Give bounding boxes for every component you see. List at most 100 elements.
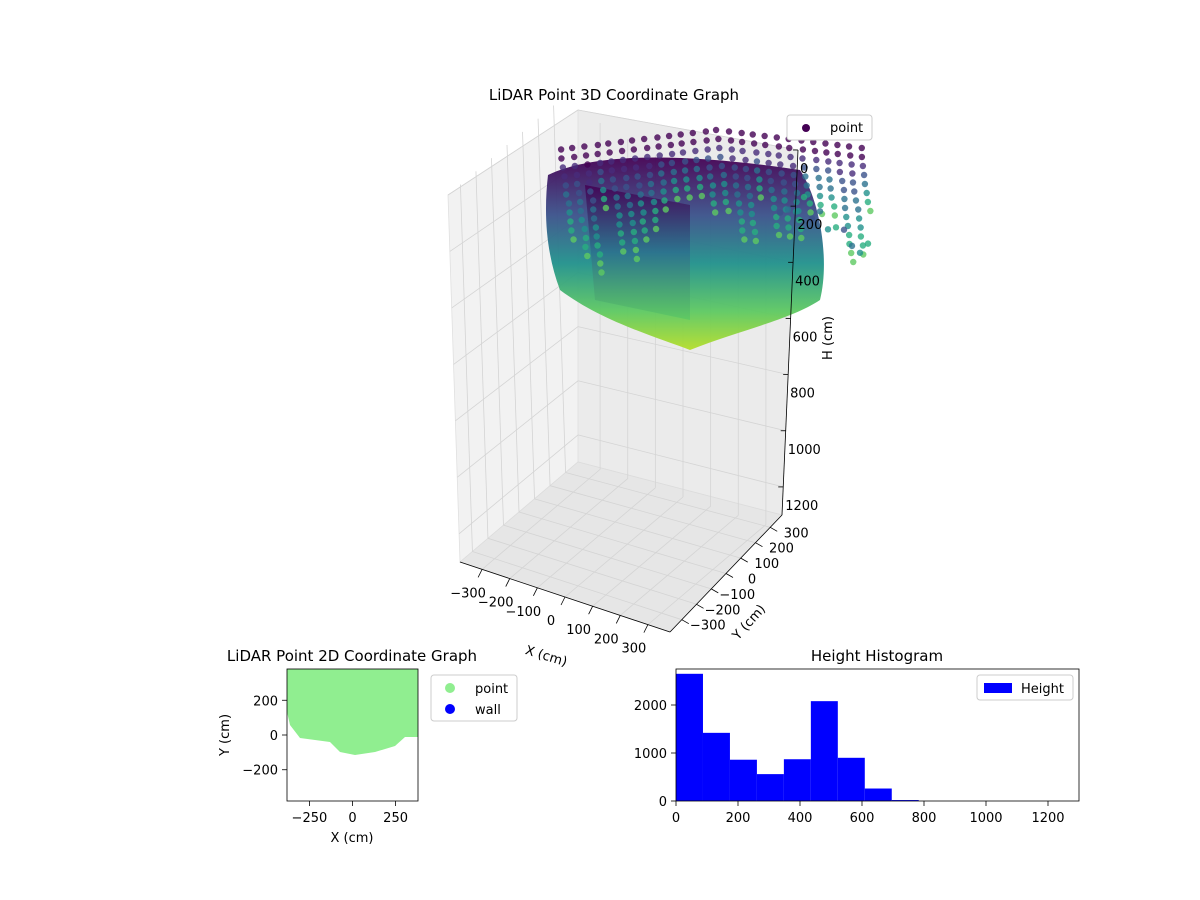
grid-line-y-left	[522, 131, 535, 499]
point-marker	[582, 243, 589, 251]
point-marker	[807, 209, 814, 216]
histogram-bar	[729, 759, 757, 801]
point-marker	[597, 260, 604, 267]
point-marker	[836, 168, 844, 176]
point-marker	[637, 200, 645, 207]
point-marker	[789, 162, 797, 170]
point-marker	[557, 146, 565, 153]
point-marker	[703, 137, 710, 144]
point-marker	[611, 185, 619, 192]
point-marker	[585, 170, 593, 177]
point-marker	[672, 186, 679, 194]
histogram-bar	[756, 774, 784, 801]
point-marker	[785, 224, 792, 231]
point-marker	[841, 204, 849, 212]
grid-line-y	[503, 524, 712, 590]
point-marker	[566, 209, 573, 216]
point-marker	[749, 219, 757, 227]
point-marker	[704, 146, 711, 153]
grid-line-y	[549, 485, 756, 544]
point-marker	[770, 195, 777, 203]
point-marker	[767, 177, 774, 185]
point-marker	[710, 200, 717, 207]
point-marker	[735, 200, 743, 207]
x-tick-label-3d: 200	[594, 632, 619, 647]
point-marker	[775, 152, 782, 159]
point-marker	[606, 149, 613, 156]
chart-histogram: Height Histogram 0 200 400 600 800 1000 1200 0 1…	[634, 647, 1080, 826]
point-marker	[845, 231, 853, 239]
y-tick-label-hist: 2000	[634, 699, 667, 714]
histogram-bar	[676, 673, 703, 801]
point-marker	[587, 188, 594, 195]
point-marker	[815, 174, 822, 182]
point-marker	[616, 221, 623, 228]
x-tick-label-hist: 1000	[969, 811, 1002, 826]
grid-line-y	[472, 551, 682, 621]
point-marker	[808, 215, 816, 222]
y-tick-label-3d: 200	[769, 542, 794, 557]
histogram-bar	[783, 759, 811, 801]
point-marker	[761, 132, 768, 140]
point-marker	[840, 226, 848, 233]
point-marker	[590, 206, 597, 213]
point-marker	[596, 251, 604, 258]
point-marker	[652, 207, 659, 215]
point-marker	[823, 149, 830, 156]
point-marker	[831, 212, 839, 219]
point-marker	[770, 204, 778, 212]
point-marker	[836, 159, 843, 167]
point-region	[287, 669, 418, 755]
x-axis-label-2d: X (cm)	[331, 831, 374, 846]
x-axis-label-3d: X (cm)	[523, 643, 569, 670]
grid-line-z-left	[447, 109, 579, 196]
point-marker	[797, 225, 804, 233]
point-marker	[609, 176, 617, 183]
point-marker	[757, 194, 765, 201]
point-marker	[629, 219, 636, 227]
point-marker	[602, 204, 610, 212]
y-tick-3d	[696, 603, 704, 609]
cloud-dots	[557, 126, 874, 276]
z-tick-label-3d: 400	[795, 274, 820, 289]
point-marker	[658, 161, 665, 168]
grid-line-y	[534, 498, 741, 559]
point-marker	[656, 152, 663, 159]
point-marker	[716, 144, 723, 152]
point-marker	[624, 192, 631, 200]
grid-line-y-left	[460, 184, 473, 552]
x-tick-label-3d: 100	[566, 623, 591, 638]
legend-histogram-swatch	[984, 683, 1012, 693]
point-marker	[792, 208, 800, 215]
x-tick-label-2d: −250	[292, 811, 328, 826]
x-tick-label-3d: 300	[621, 642, 646, 657]
point-marker	[834, 141, 841, 149]
point-marker	[847, 249, 855, 257]
point-marker	[793, 189, 801, 197]
point-marker	[674, 195, 681, 203]
point-marker	[618, 147, 626, 155]
x-tick-3d	[588, 606, 593, 615]
point-marker	[839, 177, 846, 185]
point-marker	[738, 138, 746, 146]
point-marker	[562, 182, 570, 189]
grid-line-x	[564, 496, 684, 598]
chart-2d-title: LiDAR Point 2D Coordinate Graph	[227, 647, 477, 665]
point-marker	[709, 191, 716, 198]
point-marker	[775, 231, 783, 239]
point-marker	[859, 162, 867, 170]
point-marker	[824, 167, 832, 174]
point-marker	[706, 173, 714, 180]
point-marker	[748, 210, 756, 218]
point-marker	[704, 155, 712, 162]
y-tick-label-3d: −300	[690, 619, 726, 634]
point-marker	[756, 176, 763, 183]
point-marker	[681, 158, 689, 165]
point-marker	[744, 174, 751, 182]
x-tick-label-3d: −200	[478, 596, 514, 611]
grid-line-x	[592, 505, 711, 607]
histogram-title: Height Histogram	[811, 647, 943, 665]
legend-2d-wall-label: wall	[475, 703, 501, 718]
point-marker	[824, 226, 832, 233]
point-marker	[598, 177, 605, 185]
